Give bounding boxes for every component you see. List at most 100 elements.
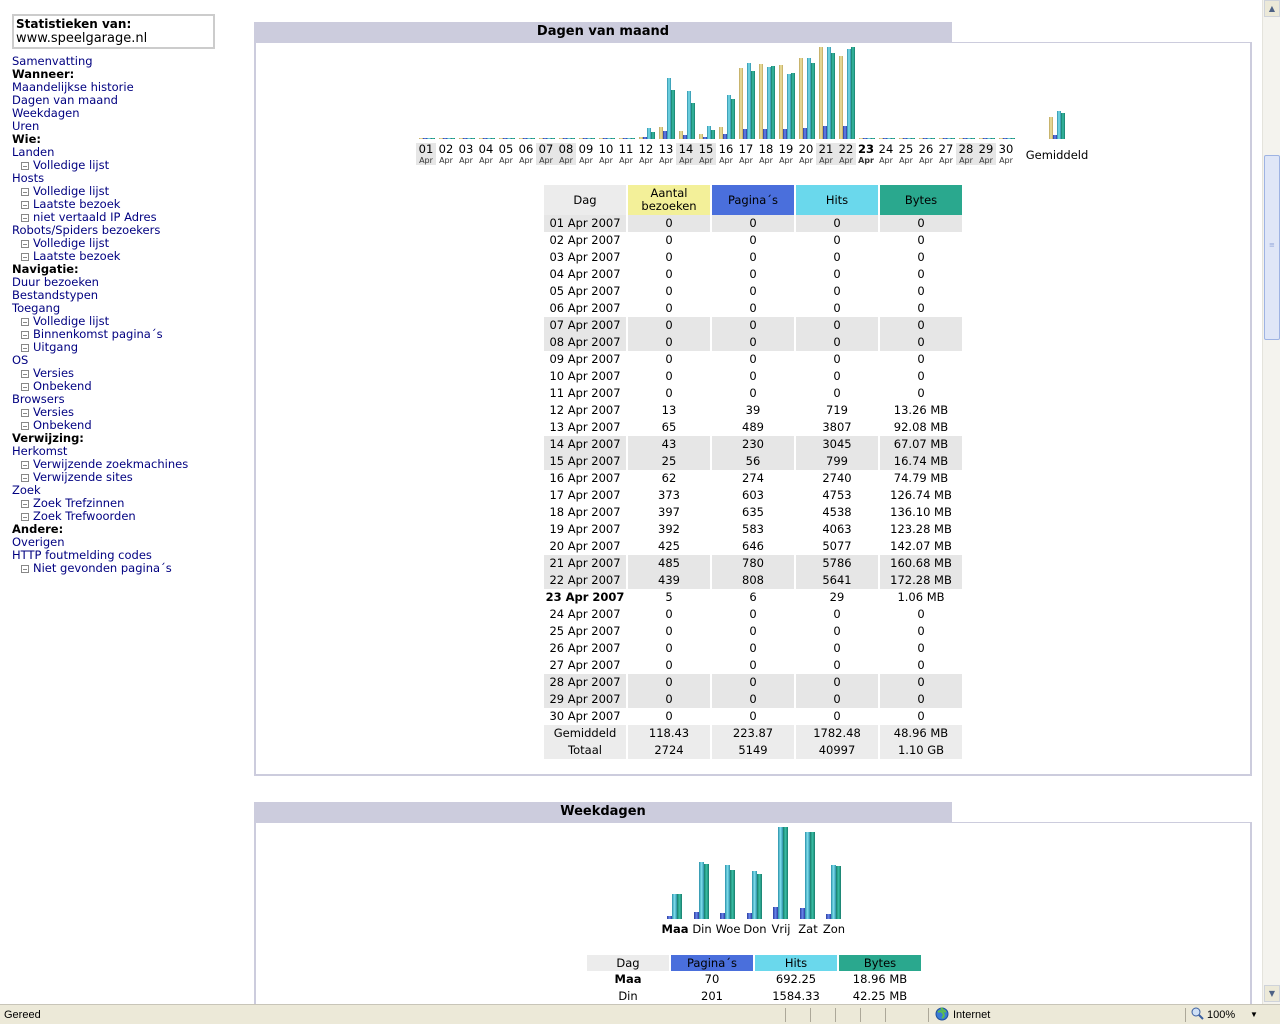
cell-hits: 5786 bbox=[796, 555, 878, 572]
cell-hits: 4063 bbox=[822, 522, 852, 536]
cell-hits: 0 bbox=[833, 386, 841, 400]
sidebar-link[interactable]: Onbekend bbox=[33, 379, 92, 393]
day-axis-label: 02 Apr bbox=[436, 143, 456, 166]
cell-pages: 0 bbox=[749, 352, 757, 366]
sidebar-item[interactable]: Hosts bbox=[12, 172, 222, 185]
sidebar-item[interactable]: Uren bbox=[12, 120, 222, 133]
sidebar-item[interactable]: Zoek Trefwoorden bbox=[12, 510, 222, 523]
sidebar-item[interactable]: Verwijzende zoekmachines bbox=[12, 458, 222, 471]
sidebar-item[interactable]: Samenvatting bbox=[12, 55, 222, 68]
sidebar-link[interactable]: Landen bbox=[12, 145, 55, 159]
sidebar-link[interactable]: Onbekend bbox=[33, 418, 92, 432]
sidebar-item[interactable]: Volledige lijst bbox=[12, 315, 222, 328]
sidebar-item[interactable]: OS bbox=[12, 354, 222, 367]
scroll-thumb[interactable]: ≡ bbox=[1264, 155, 1280, 340]
sidebar-item[interactable]: Laatste bezoek bbox=[12, 250, 222, 263]
sidebar-item[interactable]: Uitgang bbox=[12, 341, 222, 354]
sidebar-link[interactable]: Overigen bbox=[12, 535, 65, 549]
zoom-icon[interactable] bbox=[1191, 1007, 1204, 1023]
sidebar-link[interactable]: HTTP foutmelding codes bbox=[12, 548, 152, 562]
sidebar-link[interactable]: Niet gevonden pagina´s bbox=[33, 561, 172, 575]
sidebar-item[interactable]: Browsers bbox=[12, 393, 222, 406]
sidebar-link[interactable]: Versies bbox=[33, 366, 75, 380]
weekday-bar-h bbox=[805, 832, 810, 919]
sidebar-item[interactable]: Versies bbox=[12, 406, 222, 419]
sidebar-link[interactable]: Volledige lijst bbox=[33, 314, 110, 328]
sidebar-item[interactable]: Volledige lijst bbox=[12, 159, 222, 172]
cell-visits: 373 bbox=[658, 488, 680, 502]
sidebar-link[interactable]: Duur bezoeken bbox=[12, 275, 99, 289]
sidebar-link[interactable]: Dagen van maand bbox=[12, 93, 118, 107]
sidebar-link[interactable]: Zoek Trefwoorden bbox=[33, 509, 136, 523]
sidebar-item[interactable]: Onbekend bbox=[12, 419, 222, 432]
cell-visits: 43 bbox=[628, 436, 710, 453]
sidebar-link[interactable]: OS bbox=[12, 353, 29, 367]
zoom-dropdown-icon[interactable]: ▼ bbox=[1250, 1010, 1258, 1019]
sidebar-item[interactable]: Verwijzende sites bbox=[12, 471, 222, 484]
sidebar-link[interactable]: Uitgang bbox=[33, 340, 79, 354]
sidebar-item[interactable]: Weekdagen bbox=[12, 107, 222, 120]
sidebar-link[interactable]: niet vertaald IP Adres bbox=[33, 210, 157, 224]
sidebar-link[interactable]: Weekdagen bbox=[12, 106, 80, 120]
sidebar-item[interactable]: Herkomst bbox=[12, 445, 222, 458]
sidebar-item[interactable]: Onbekend bbox=[12, 380, 222, 393]
cell-bytes: 0 bbox=[917, 624, 925, 638]
sidebar-link[interactable]: Zoek bbox=[12, 483, 41, 497]
total-pages: 5149 bbox=[712, 742, 794, 759]
sidebar-item[interactable]: Robots/Spiders bezoekers bbox=[12, 224, 222, 237]
cell-pages: 230 bbox=[712, 436, 794, 453]
sidebar-item[interactable]: Duur bezoeken bbox=[12, 276, 222, 289]
cell-bytes: 0 bbox=[917, 386, 925, 400]
sidebar-link[interactable]: Hosts bbox=[12, 171, 45, 185]
sidebar-item[interactable]: Landen bbox=[12, 146, 222, 159]
sidebar-item[interactable]: Zoek bbox=[12, 484, 222, 497]
sidebar-link[interactable]: Verwijzende sites bbox=[33, 470, 133, 484]
sidebar-link[interactable]: Volledige lijst bbox=[33, 158, 110, 172]
sidebar-item[interactable]: Binnenkomst pagina´s bbox=[12, 328, 222, 341]
sidebar-link[interactable]: Laatste bezoek bbox=[33, 249, 121, 263]
cell-pages: 0 bbox=[749, 284, 757, 298]
scroll-down-arrow-icon[interactable]: ▼ bbox=[1264, 985, 1280, 1002]
bar-pages bbox=[843, 126, 847, 139]
sidebar-link[interactable]: Zoek Trefzinnen bbox=[33, 496, 125, 510]
sidebar-item[interactable]: Versies bbox=[12, 367, 222, 380]
sidebar-link[interactable]: Laatste bezoek bbox=[33, 197, 121, 211]
day-axis-label: 09 Apr bbox=[576, 143, 596, 166]
vertical-scrollbar[interactable]: ▲ ≡ ▼ bbox=[1262, 0, 1280, 1004]
sidebar-item[interactable]: Zoek Trefzinnen bbox=[12, 497, 222, 510]
bar-bytes bbox=[751, 71, 755, 139]
sidebar-link[interactable]: Samenvatting bbox=[12, 54, 93, 68]
scroll-up-arrow-icon[interactable]: ▲ bbox=[1264, 0, 1280, 17]
sidebar-link[interactable]: Robots/Spiders bezoekers bbox=[12, 223, 161, 237]
sidebar-link[interactable]: Versies bbox=[33, 405, 75, 419]
bar-visits bbox=[519, 138, 523, 139]
sidebar-link[interactable]: Maandelijkse historie bbox=[12, 80, 134, 94]
sidebar-item[interactable]: HTTP foutmelding codes bbox=[12, 549, 222, 562]
sidebar-link[interactable]: Volledige lijst bbox=[33, 184, 110, 198]
submenu-bullet-icon bbox=[21, 461, 29, 469]
sidebar-item[interactable]: Dagen van maand bbox=[12, 94, 222, 107]
sidebar-link[interactable]: Binnenkomst pagina´s bbox=[33, 327, 163, 341]
submenu-bullet-icon bbox=[21, 383, 29, 391]
sidebar-item[interactable]: niet vertaald IP Adres bbox=[12, 211, 222, 224]
sidebar-link[interactable]: Bestandstypen bbox=[12, 288, 99, 302]
day-axis-label: 16 Apr bbox=[716, 143, 736, 166]
sidebar-item[interactable]: Volledige lijst bbox=[12, 185, 222, 198]
sidebar-link[interactable]: Toegang bbox=[12, 301, 61, 315]
sidebar-link[interactable]: Herkomst bbox=[12, 444, 68, 458]
sidebar-item[interactable]: Toegang bbox=[12, 302, 222, 315]
sidebar-link[interactable]: Browsers bbox=[12, 392, 65, 406]
sidebar-link[interactable]: Verwijzende zoekmachines bbox=[33, 457, 189, 471]
sidebar-item[interactable]: Maandelijkse historie bbox=[12, 81, 222, 94]
sidebar-link[interactable]: Volledige lijst bbox=[33, 236, 110, 250]
sidebar-item[interactable]: Niet gevonden pagina´s bbox=[12, 562, 222, 575]
sidebar-item[interactable]: Laatste bezoek bbox=[12, 198, 222, 211]
sidebar-item[interactable]: Overigen bbox=[12, 536, 222, 549]
bar-pages bbox=[623, 138, 627, 139]
sidebar-item[interactable]: Volledige lijst bbox=[12, 237, 222, 250]
sidebar-item: Wanneer: bbox=[12, 68, 222, 81]
sidebar-item[interactable]: Bestandstypen bbox=[12, 289, 222, 302]
sidebar-link[interactable]: Uren bbox=[12, 119, 40, 133]
table-row: 15 Apr 2007 25 56 799 16.74 MB bbox=[544, 453, 962, 470]
zoom-level[interactable]: 100% bbox=[1207, 1009, 1236, 1021]
